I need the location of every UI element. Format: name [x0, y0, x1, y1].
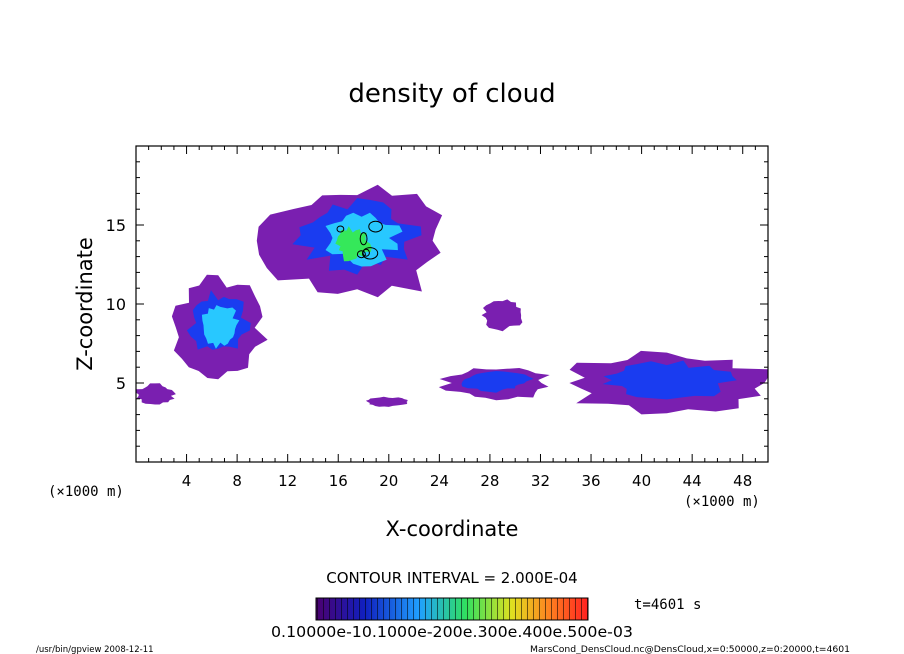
cloud-base-left: [136, 383, 176, 405]
x-tick-label: 36: [581, 472, 600, 490]
cloud-left-inner: [201, 305, 240, 349]
x-tick-label: 24: [430, 472, 449, 490]
footer-left: /usr/bin/gpview 2008-12-11: [36, 645, 154, 654]
x-axis-label: X-coordinate: [386, 517, 519, 541]
colorbar-frame: [315, 597, 589, 621]
cloud-base-mid: [365, 396, 408, 407]
y-axis-label: Z-coordinate: [73, 237, 97, 371]
contour-line: [368, 220, 383, 233]
x-tick-label: 4: [182, 472, 192, 490]
cloud-right-core: [602, 360, 737, 400]
x-unit-left: (×1000 m): [48, 484, 124, 500]
x-tick-label: 40: [632, 472, 651, 490]
time-label: t=4601 s: [634, 597, 701, 613]
x-tick-label: 12: [278, 472, 297, 490]
colorbar: [315, 597, 589, 621]
footer-right: MarsCond_DensCloud.nc@DensCloud,x=0:5000…: [530, 645, 850, 654]
x-tick-label: 44: [683, 472, 702, 490]
colorbar-stripes: [316, 598, 588, 620]
x-unit-right: (×1000 m): [684, 494, 760, 510]
y-tick-label: 10: [106, 295, 126, 314]
cloud-field: [136, 184, 768, 415]
x-axis-ticks: 4 8 12 16 20 24 28 32 36 40 44 48: [148, 146, 756, 490]
y-tick-label: 15: [106, 216, 126, 235]
y-axis-ticks: 5 10 15: [106, 161, 768, 447]
contour-line: [336, 225, 345, 233]
contour-line: [359, 232, 368, 246]
contour-line: [356, 250, 366, 259]
x-tick-label: 20: [379, 472, 398, 490]
x-tick-label: 8: [232, 472, 242, 490]
x-tick-label: 28: [480, 472, 499, 490]
chart-title: density of cloud: [348, 79, 555, 109]
contour-interval: CONTOUR INTERVAL = 2.000E-04: [326, 569, 577, 587]
x-tick-label: 32: [531, 472, 550, 490]
colorbar-labels: 0.10000e-10.1000e-200e.300e.400e.500e-03: [271, 623, 633, 641]
y-tick-label: 5: [116, 374, 126, 393]
contour-line: [362, 247, 379, 260]
x-tick-label: 16: [329, 472, 348, 490]
cloud-lower-central-core: [461, 371, 534, 393]
cloud-small: [481, 299, 523, 332]
x-tick-label: 48: [733, 472, 752, 490]
contour-line: [362, 248, 370, 257]
